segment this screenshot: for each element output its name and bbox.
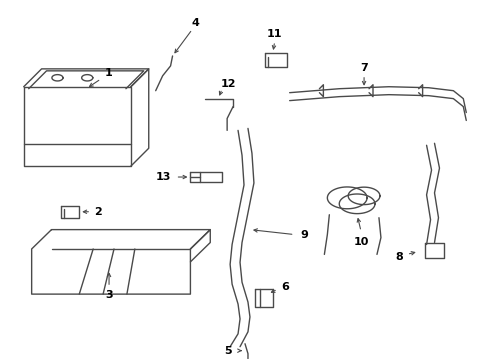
Text: 4: 4 <box>191 18 199 28</box>
Text: 2: 2 <box>94 207 102 217</box>
Text: 12: 12 <box>220 79 235 89</box>
Text: 11: 11 <box>266 29 282 39</box>
Text: 8: 8 <box>394 252 402 262</box>
Text: 9: 9 <box>300 230 308 239</box>
Text: 10: 10 <box>353 237 368 247</box>
Text: 13: 13 <box>156 172 171 182</box>
Text: 1: 1 <box>105 68 113 78</box>
Text: 5: 5 <box>224 346 231 356</box>
Text: 7: 7 <box>360 63 367 73</box>
Text: 6: 6 <box>280 282 288 292</box>
Text: 3: 3 <box>105 290 113 300</box>
